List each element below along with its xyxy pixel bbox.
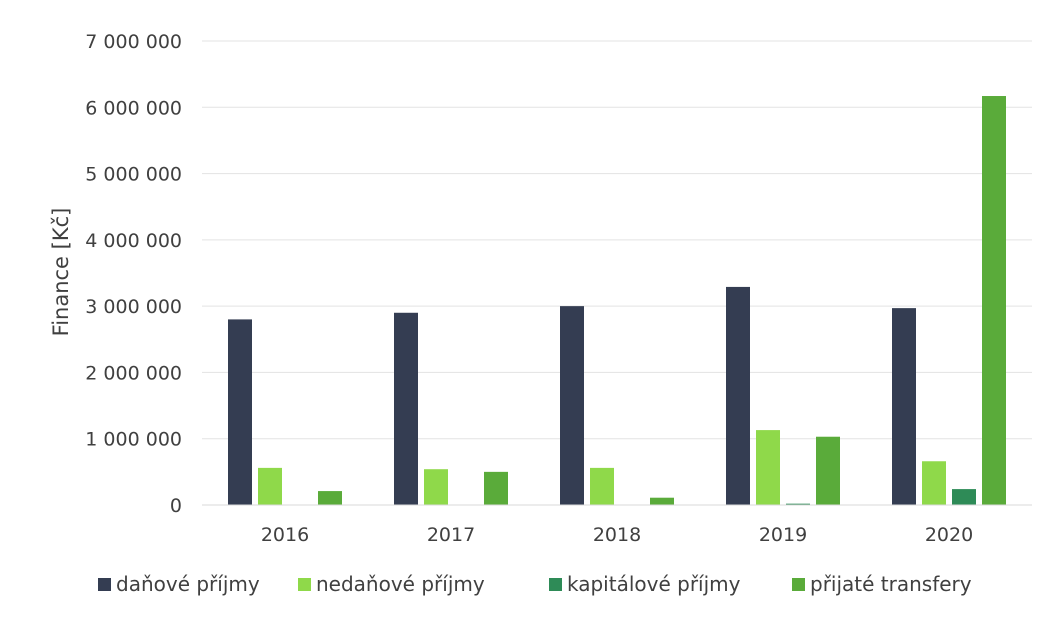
- y-tick-label: 1 000 000: [85, 429, 182, 451]
- y-tick-label: 5 000 000: [85, 164, 182, 186]
- bar-2018-series-3: [650, 497, 674, 505]
- bar-2016-series-0: [228, 319, 252, 505]
- bar-2020-series-3: [982, 96, 1006, 505]
- bar-2017-series-3: [484, 471, 508, 505]
- legend-label: kapitálové příjmy: [567, 572, 741, 596]
- bar-2016-series-3: [318, 491, 342, 505]
- legend-label: nedaňové příjmy: [316, 572, 485, 596]
- y-tick-label: 7 000 000: [85, 31, 182, 53]
- legend-swatch: [298, 578, 311, 591]
- gridlines: [202, 40, 1032, 440]
- legend: daňové příjmy nedaňové příjmy kapitálové p…: [98, 572, 972, 596]
- legend-swatch: [98, 578, 111, 591]
- legend-swatch: [792, 578, 805, 591]
- bar-2019-series-1: [756, 430, 780, 505]
- bars: [228, 96, 1006, 505]
- bar-2020-series-0: [892, 308, 916, 505]
- bar-2018-series-1: [590, 467, 614, 505]
- y-tick-label: 6 000 000: [85, 97, 182, 119]
- y-tick-label: 0: [170, 495, 182, 517]
- legend-swatch: [549, 578, 562, 591]
- bar-2018-series-0: [560, 306, 584, 505]
- x-tick-label: 2020: [925, 524, 973, 546]
- x-tick-label: 2016: [261, 524, 309, 546]
- legend-label: daňové příjmy: [116, 572, 260, 596]
- y-tick-label: 2 000 000: [85, 362, 182, 384]
- y-tick-label: 4 000 000: [85, 230, 182, 252]
- bar-2020-series-2: [952, 489, 976, 505]
- y-axis-ticks: 0 1 000 000 2 000 000 3 000 000 4 000 000 5 0…: [85, 31, 182, 517]
- bar-2020-series-1: [922, 461, 946, 505]
- bar-2017-series-0: [394, 312, 418, 505]
- bar-2017-series-1: [424, 469, 448, 505]
- bar-2019-series-2: [786, 503, 810, 505]
- y-tick-label: 3 000 000: [85, 296, 182, 318]
- x-axis-ticks: 2016 2017 2018 2019 2020: [261, 524, 973, 546]
- bar-2016-series-1: [258, 467, 282, 505]
- legend-label: přijaté transfery: [810, 572, 972, 596]
- bar-2019-series-0: [726, 286, 750, 505]
- bar-2019-series-3: [816, 436, 840, 505]
- x-tick-label: 2018: [593, 524, 641, 546]
- x-tick-label: 2017: [427, 524, 475, 546]
- y-axis-label: Finance [Kč]: [49, 208, 73, 337]
- x-tick-label: 2019: [759, 524, 807, 546]
